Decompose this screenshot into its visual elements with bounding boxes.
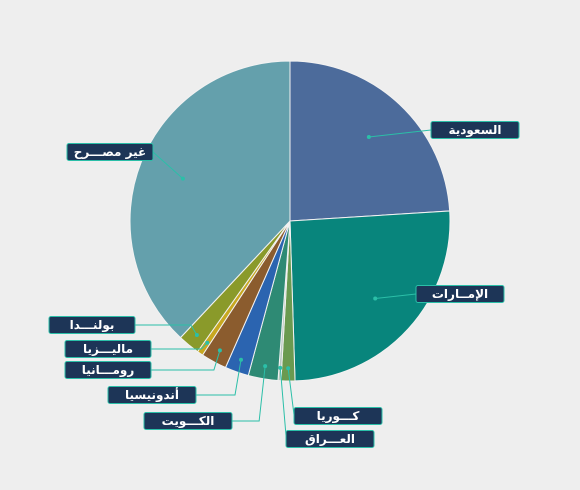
slice-label-7: ماليـــزيا	[83, 342, 133, 356]
leader-dot-0	[366, 135, 371, 140]
leaders-layer	[135, 129, 432, 440]
leader-dot-8	[194, 333, 199, 338]
pie-slice-1	[289, 210, 451, 382]
leader-dot-2	[286, 366, 291, 371]
leader-line-8	[135, 324, 198, 336]
leader-dot-5	[239, 357, 244, 362]
slice-label-6: رومـــانيا	[82, 363, 135, 378]
slice-label-box-1	[415, 285, 505, 303]
slice-label-box-0	[430, 121, 520, 139]
slice-label-box-2	[293, 407, 383, 425]
labels-layer: السعودية الإمــارات كـــوريا العـــراق الكــ…	[48, 121, 520, 448]
leader-dot-4	[263, 364, 268, 369]
leader-line-4	[232, 366, 266, 422]
slice-label-3: العـــراق	[305, 432, 355, 446]
slice-label-box-9	[66, 143, 154, 161]
slice-label-8: بولنـــدا	[70, 318, 115, 333]
slice-label-box-4	[143, 412, 233, 430]
slice-label-box-5	[107, 386, 197, 404]
slice-label-box-8	[48, 316, 136, 334]
leader-dot-1	[373, 296, 378, 301]
slice-label-5: أندونيسيا	[125, 387, 179, 403]
slice-label-0: السعودية	[448, 123, 501, 138]
slice-label-2: كـــوريا	[317, 409, 360, 424]
leader-line-6	[151, 350, 221, 371]
leader-dot-7	[205, 340, 210, 345]
leader-dot-6	[217, 348, 222, 353]
leader-line-1	[375, 293, 417, 300]
slices-layer	[129, 60, 451, 382]
leader-line-9	[152, 151, 184, 179]
leader-dot-3	[278, 365, 283, 370]
pie-slice-9	[129, 60, 291, 339]
leader-dot-9	[180, 176, 185, 181]
pie-slice-0	[289, 60, 451, 222]
slice-label-9: غير مصـــرح	[74, 145, 146, 159]
leader-line-0	[368, 129, 432, 138]
slice-label-1: الإمــارات	[432, 287, 488, 301]
leader-line-7	[151, 342, 208, 350]
slice-label-box-6	[64, 361, 152, 379]
leader-line-5	[196, 359, 242, 396]
slice-label-box-3	[285, 430, 375, 448]
slice-label-box-7	[64, 340, 152, 358]
slice-label-4: الكـــويت	[162, 414, 215, 429]
